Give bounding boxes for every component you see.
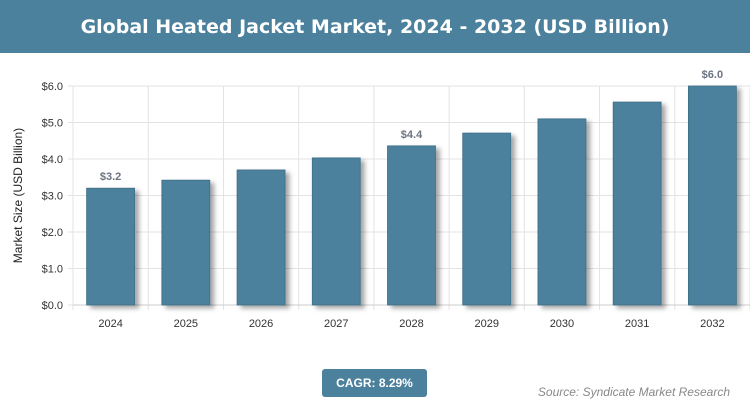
x-tick-label: 2025 <box>174 318 198 330</box>
bar-2031 <box>612 101 662 306</box>
bar-2025 <box>161 179 211 306</box>
x-tick-label: 2027 <box>324 318 348 330</box>
x-tick-label: 2029 <box>474 318 498 330</box>
bar-2030 <box>537 118 587 306</box>
data-label: $3.2 <box>100 171 121 183</box>
cagr-badge: CAGR: 8.29% <box>322 369 427 397</box>
x-tick-label: 2031 <box>625 318 649 330</box>
y-tick-label: $1.0 <box>42 264 63 276</box>
x-tick-label: 2030 <box>550 318 574 330</box>
y-tick-label: $6.0 <box>42 81 63 93</box>
bar-2024 <box>86 187 136 306</box>
chart-title: Global Heated Jacket Market, 2024 - 2032… <box>0 0 750 53</box>
bar-2027 <box>311 157 361 306</box>
y-tick-label: $2.0 <box>42 227 63 239</box>
data-label: $4.4 <box>401 129 423 141</box>
bar-2029 <box>462 132 512 306</box>
source-note: Source: Syndicate Market Research <box>537 385 730 399</box>
x-tick-label: 2026 <box>249 318 273 330</box>
y-tick-label: $5.0 <box>42 118 63 130</box>
x-tick-label: 2028 <box>399 318 423 330</box>
bar-2026 <box>236 169 286 306</box>
y-tick-label: $0.0 <box>42 300 63 312</box>
y-axis-label: Market Size (USD Billion) <box>11 128 25 263</box>
x-tick-label: 2032 <box>700 318 724 330</box>
bar-2028 <box>387 145 436 306</box>
bar-2032 <box>687 85 737 306</box>
y-tick-label: $3.0 <box>42 191 63 203</box>
y-tick-label: $4.0 <box>42 154 63 166</box>
data-label: $6.0 <box>702 69 723 81</box>
x-tick-label: 2024 <box>98 318 122 330</box>
